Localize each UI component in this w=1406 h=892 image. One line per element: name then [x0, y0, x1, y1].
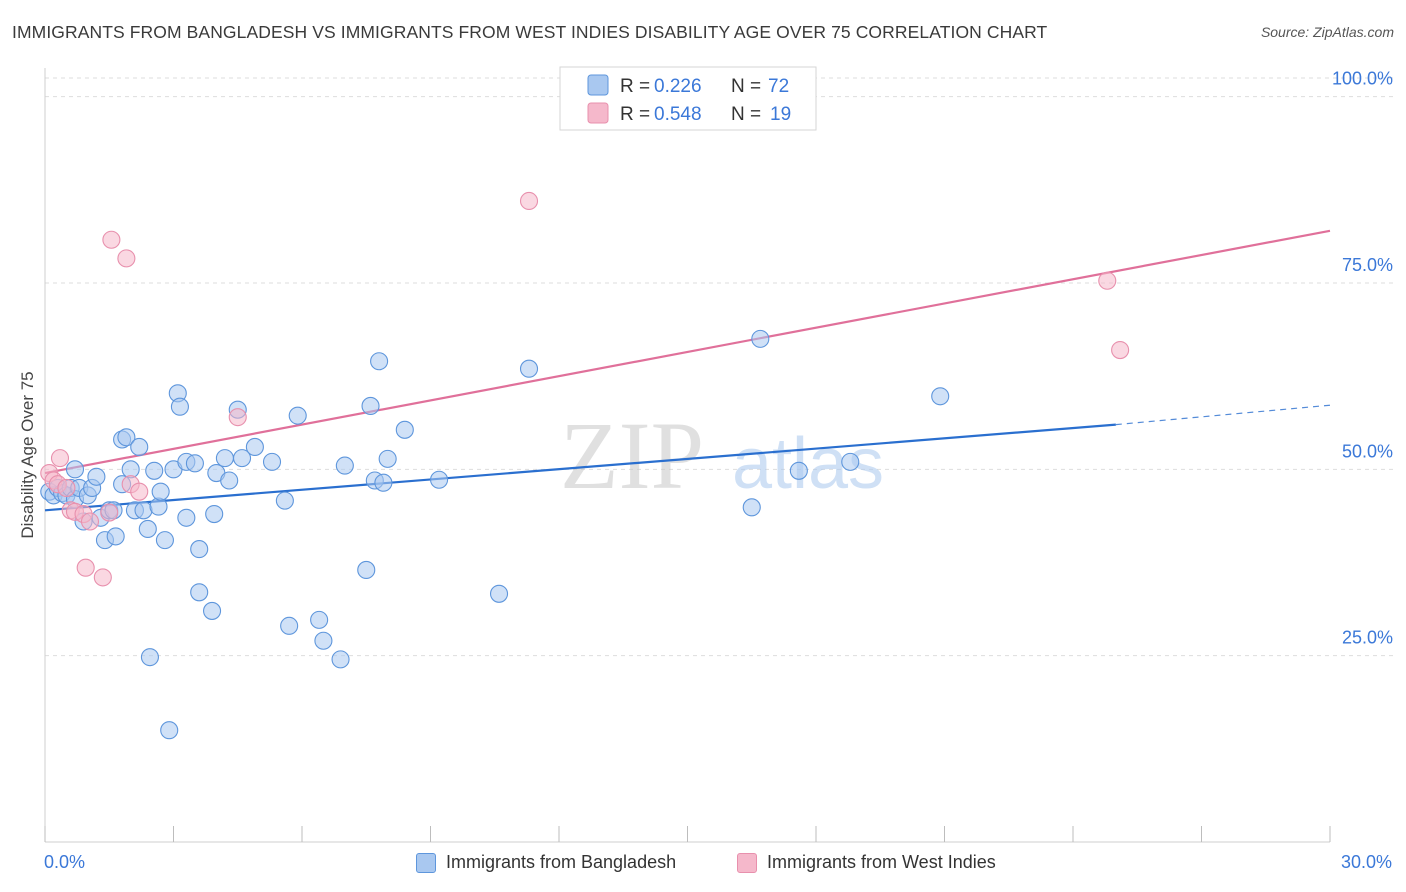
trend-line-bangladesh-extension	[1115, 404, 1331, 426]
data-point-bangladesh	[370, 352, 389, 371]
data-point-west-indies	[228, 408, 247, 427]
data-point-bangladesh	[374, 473, 393, 492]
data-point-west-indies	[1111, 341, 1130, 360]
data-point-bangladesh	[220, 471, 239, 490]
legend-label-west-indies: Immigrants from West Indies	[767, 852, 996, 872]
data-point-west-indies	[76, 558, 95, 577]
data-point-west-indies	[130, 482, 149, 501]
data-point-west-indies	[117, 249, 136, 268]
data-point-bangladesh	[395, 420, 414, 439]
data-point-bangladesh	[149, 497, 168, 516]
data-point-bangladesh	[138, 519, 157, 538]
y-tick-label: 25.0%	[1342, 628, 1393, 648]
data-point-bangladesh	[170, 397, 189, 416]
legend-n-label-1: N =	[731, 76, 761, 97]
data-point-bangladesh	[140, 648, 159, 667]
data-point-bangladesh	[134, 501, 153, 520]
legend-bottom: Immigrants from Bangladesh Immigrants fr…	[0, 852, 1406, 878]
data-point-bangladesh	[314, 631, 333, 650]
legend-item-bangladesh[interactable]: Immigrants from Bangladesh	[416, 852, 676, 873]
legend-swatch-pink	[587, 102, 609, 124]
legend-r-value-1: 0.226	[654, 76, 702, 97]
data-point-west-indies	[50, 449, 70, 468]
y-axis-title: Disability Age Over 75	[18, 371, 37, 538]
chart-title: IMMIGRANTS FROM BANGLADESH VS IMMIGRANTS…	[12, 22, 1048, 42]
data-point-bangladesh	[430, 470, 449, 489]
data-point-bangladesh	[215, 449, 234, 468]
data-point-bangladesh	[160, 721, 179, 740]
y-tick-label: 75.0%	[1342, 255, 1393, 275]
trend-line-west-indies	[44, 229, 1331, 475]
y-tick-label: 100.0%	[1332, 69, 1393, 89]
data-point-bangladesh	[789, 461, 808, 480]
legend-n-value-1: 72	[768, 76, 789, 97]
data-point-bangladesh	[185, 454, 204, 473]
data-point-bangladesh	[190, 540, 209, 559]
data-point-bangladesh	[106, 527, 125, 546]
legend-top: R = 0.226 N = 72 R = 0.548 N = 19	[559, 66, 817, 131]
legend-r-label-1: R =	[620, 76, 650, 97]
data-point-bangladesh	[190, 583, 209, 602]
data-point-west-indies	[93, 568, 112, 587]
data-point-bangladesh	[378, 449, 397, 468]
data-point-bangladesh	[151, 482, 170, 501]
data-point-bangladesh	[361, 396, 380, 416]
data-point-bangladesh	[203, 601, 222, 620]
y-tick-label: 50.0%	[1342, 441, 1393, 461]
data-point-bangladesh	[931, 387, 950, 406]
data-point-bangladesh	[205, 504, 224, 524]
legend-swatch-west-indies	[737, 852, 757, 873]
grid-layer	[45, 77, 1394, 657]
data-point-west-indies	[100, 503, 119, 522]
trend-layer	[44, 229, 1331, 512]
legend-swatch-blue	[587, 74, 609, 96]
legend-r-value-2: 0.548	[654, 104, 702, 125]
data-point-bangladesh	[519, 359, 539, 378]
data-point-bangladesh	[742, 498, 761, 517]
axis-layer: 25.0% 50.0% 75.0% 100.0%	[44, 68, 1393, 843]
data-point-bangladesh	[841, 452, 860, 471]
legend-n-label-2: N =	[731, 104, 761, 125]
y-axis-title-group: Disability Age Over 75	[18, 371, 37, 538]
data-point-bangladesh	[232, 449, 252, 468]
data-point-bangladesh	[275, 491, 294, 510]
x-axis-min-label: 0.0%	[44, 852, 86, 872]
data-point-west-indies	[1098, 271, 1117, 290]
watermark-atlas: atlas	[732, 424, 884, 504]
trend-line-bangladesh	[44, 423, 1116, 512]
data-point-bangladesh	[87, 467, 106, 486]
data-point-west-indies	[102, 230, 121, 249]
x-axis-max-label: 30.0%	[1340, 852, 1392, 872]
watermark-zip: ZIP	[560, 402, 704, 509]
data-point-west-indies	[57, 478, 76, 498]
points-layer	[40, 191, 1130, 740]
legend-swatch-bangladesh	[416, 852, 436, 873]
data-point-bangladesh	[155, 531, 174, 550]
source-label: Source: ZipAtlas.com	[1260, 24, 1394, 40]
data-point-bangladesh	[130, 437, 149, 457]
legend-n-value-2: 19	[770, 104, 791, 125]
data-point-bangladesh	[145, 461, 164, 480]
data-point-bangladesh	[331, 650, 350, 669]
data-point-bangladesh	[245, 437, 264, 457]
data-point-west-indies	[519, 191, 539, 211]
data-point-west-indies	[80, 512, 100, 531]
data-point-bangladesh	[335, 456, 354, 475]
data-point-bangladesh	[177, 508, 196, 527]
data-point-bangladesh	[310, 610, 329, 629]
legend-label-bangladesh: Immigrants from Bangladesh	[446, 852, 677, 872]
legend-r-label-2: R =	[620, 104, 650, 125]
data-point-bangladesh	[288, 406, 307, 425]
data-point-bangladesh	[489, 584, 509, 603]
legend-item-west-indies[interactable]: Immigrants from West Indies	[737, 852, 996, 873]
data-point-bangladesh	[280, 616, 299, 635]
data-point-bangladesh	[357, 560, 376, 579]
data-point-bangladesh	[751, 329, 770, 348]
data-point-bangladesh	[262, 452, 282, 471]
data-point-bangladesh	[117, 428, 136, 447]
data-point-bangladesh	[65, 460, 85, 479]
